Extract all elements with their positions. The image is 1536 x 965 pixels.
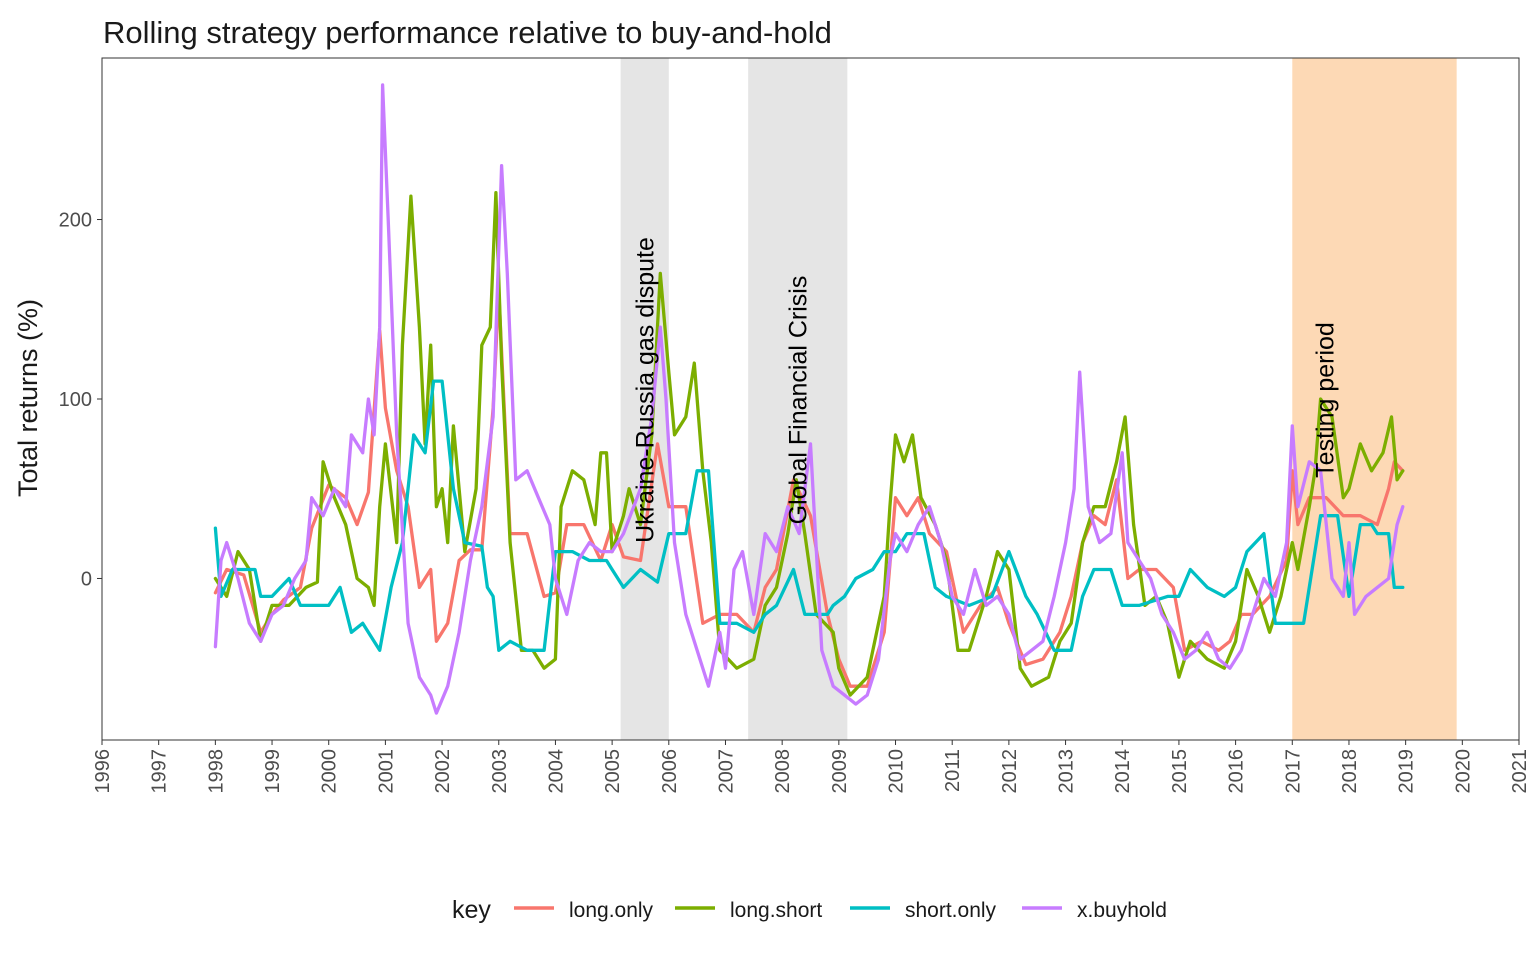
x-tick-label: 1998 (205, 749, 227, 794)
legend: key long.only long.short short.only x.buyho… (452, 896, 1167, 924)
legend-title: key (452, 896, 491, 924)
x-tick-label: 1997 (149, 749, 171, 794)
x-tick-label: 2003 (489, 749, 511, 794)
period-label-2: Testing period (1312, 322, 1340, 478)
axes: 0 100 200 1996 1997 1998 1999 2000 2001 2002 2003 2… (59, 210, 1531, 794)
x-tick-label: 2002 (432, 749, 454, 794)
chart-title: Rolling strategy performance relative to… (103, 15, 832, 50)
x-tick-label: 2013 (1056, 749, 1078, 794)
x-tick-label: 2008 (772, 749, 794, 794)
x-tick-label: 2016 (1226, 749, 1248, 794)
legend-label-long.short: long.short (730, 899, 822, 922)
x-tick-label: 2015 (1169, 749, 1191, 794)
x-tick-label: 2012 (999, 749, 1021, 794)
period-annotations: Ukraine-Russia gas dispute Global Financi… (632, 237, 1340, 543)
y-tick-label: 0 (81, 568, 92, 590)
x-tick-label: 2018 (1339, 749, 1361, 794)
y-tick-label: 200 (59, 210, 92, 232)
period-label-1: Global Financial Crisis (785, 276, 813, 525)
x-tick-label: 2001 (375, 749, 397, 794)
y-axis-label: Total returns (%) (13, 299, 43, 497)
x-tick-label: 2005 (602, 749, 624, 794)
series-lines (213, 83, 1405, 715)
x-tick-label: 2000 (319, 749, 341, 794)
series-line-long.short (213, 190, 1405, 697)
x-tick-label: 2019 (1396, 749, 1418, 794)
x-tick-label: 1999 (262, 749, 284, 794)
x-tick-label: 2004 (545, 749, 567, 794)
x-tick-label: 2007 (716, 749, 738, 794)
x-tick-label: 2014 (1112, 749, 1134, 794)
legend-label-x.buyhold: x.buyhold (1077, 899, 1167, 922)
x-tick-label: 2020 (1452, 749, 1474, 794)
x-tick-label: 2010 (886, 749, 908, 794)
period-label-0: Ukraine-Russia gas dispute (632, 237, 660, 543)
x-tick-label: 2011 (942, 749, 964, 792)
x-tick-label: 2021 (1509, 749, 1531, 794)
legend-label-long.only: long.only (569, 899, 654, 922)
legend-label-short.only: short.only (905, 899, 997, 922)
x-tick-label: 2017 (1282, 749, 1304, 794)
shaded-period-0 (620, 58, 669, 740)
x-tick-label: 2006 (659, 749, 681, 794)
series-line-x.buyhold (213, 83, 1405, 715)
x-tick-label: 1996 (92, 749, 114, 794)
x-tick-label: 2009 (829, 749, 851, 794)
y-tick-label: 100 (59, 389, 92, 411)
